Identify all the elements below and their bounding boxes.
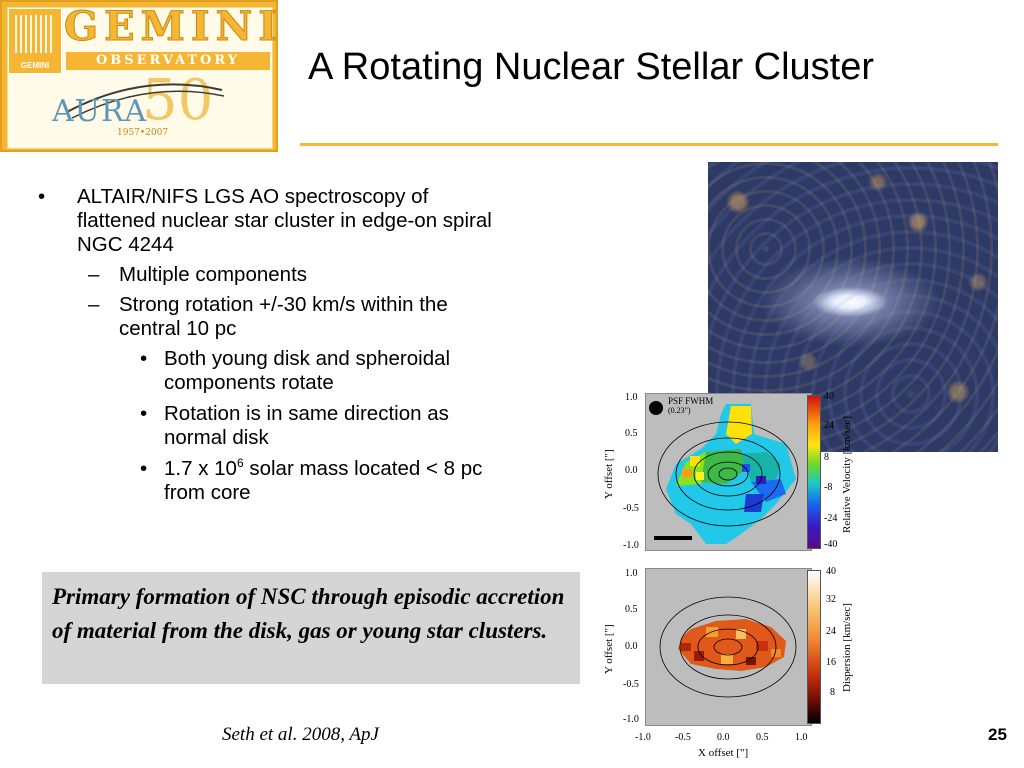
y-tick: 1.0	[625, 392, 638, 403]
logo-subtitle: OBSERVATORY	[66, 52, 270, 70]
bullet-item: • Rotation is in same direction as normal…	[140, 402, 449, 449]
cbar-tick: 16	[826, 657, 836, 668]
cbar-tick: 32	[826, 594, 836, 605]
logo-aura: AURA	[52, 94, 148, 129]
velocity-map: PSF FWHM (0.23")	[645, 393, 812, 551]
y-tick: -1.0	[623, 714, 639, 725]
bullet-item: • Both young disk and spheroidal componen…	[140, 347, 451, 394]
cbar-label: Dispersion [km/sec]	[841, 603, 853, 692]
cbar-tick: 40	[826, 566, 836, 577]
dispersion-map-figure: 1.0 0.5 0.0 -0.5 -1.0 Y offset ["] -1.0 …	[595, 562, 870, 762]
psf-legend-sub: (0.23")	[668, 406, 691, 415]
logo-name: GEMINI	[64, 3, 278, 50]
dispersion-map	[645, 568, 812, 726]
psf-legend: PSF FWHM	[668, 396, 714, 406]
citation: Seth et al. 2008, ApJ	[222, 724, 379, 745]
y-tick: 0.0	[625, 641, 638, 652]
y-tick: -1.0	[623, 540, 639, 551]
velocity-map-figure: PSF FWHM (0.23") 1.0 0.5 0.0 -0.5 -1.0 Y…	[595, 385, 870, 553]
cbar-tick: -40	[824, 539, 838, 550]
y-tick: 0.0	[625, 465, 638, 476]
y-tick: 0.5	[625, 604, 638, 615]
dispersion-map-plot	[646, 569, 811, 725]
cbar-tick: -24	[824, 513, 838, 524]
logo-swoosh-icon	[66, 83, 225, 119]
velocity-map-plot	[646, 394, 811, 550]
x-tick: 0.5	[756, 732, 769, 743]
slide-title: A Rotating Nuclear Stellar Cluster	[308, 46, 875, 88]
x-tick: -0.5	[675, 732, 691, 743]
y-axis-label: Y offset ["]	[603, 624, 615, 674]
y-tick: 1.0	[625, 568, 638, 579]
y-tick: -0.5	[623, 503, 639, 514]
logo-fifty: 50	[142, 68, 214, 133]
cbar-label: Relative Velocity [km/sec]	[841, 415, 853, 533]
logo-years: 1957•2007	[117, 128, 169, 138]
cbar-tick: 40	[824, 391, 834, 402]
x-tick: 0.0	[717, 732, 730, 743]
bullet-item: • ALTAIR/NIFS LGS AO spectroscopy of flat…	[38, 185, 492, 256]
cbar-tick: 8	[830, 687, 835, 698]
dispersion-colorbar	[807, 570, 821, 724]
y-tick: 0.5	[625, 428, 638, 439]
x-tick: 1.0	[795, 732, 808, 743]
bullet-item: – Strong rotation +/-30 km/s within the c…	[88, 293, 448, 340]
gemini-emblem-icon: GEMINI	[8, 8, 62, 74]
gemini-observatory-logo: GEMINI GEMINI OBSERVATORY 50 AURA 1957•2…	[0, 0, 278, 152]
bullet-list: • ALTAIR/NIFS LGS AO spectroscopy of flat…	[30, 185, 510, 512]
cbar-tick: 8	[824, 452, 829, 463]
cbar-tick: 24	[826, 626, 836, 637]
bullet-item: – Multiple components	[88, 263, 308, 286]
bullet-item: • 1.7 x 106 solar mass located < 8 pc fro…	[140, 456, 483, 504]
y-axis-label: Y offset ["]	[603, 449, 615, 499]
x-axis-label: X offset ["]	[698, 747, 749, 759]
conclusion-box: Primary formation of NSC through episodi…	[42, 572, 580, 684]
velocity-colorbar	[807, 395, 821, 549]
cbar-tick: -8	[824, 482, 833, 493]
page-number: 25	[988, 725, 1007, 744]
x-tick: -1.0	[635, 732, 651, 743]
cbar-tick: 24	[824, 420, 834, 431]
title-underline	[300, 143, 998, 146]
emblem-text: GEMINI	[20, 61, 50, 70]
y-tick: -0.5	[623, 679, 639, 690]
